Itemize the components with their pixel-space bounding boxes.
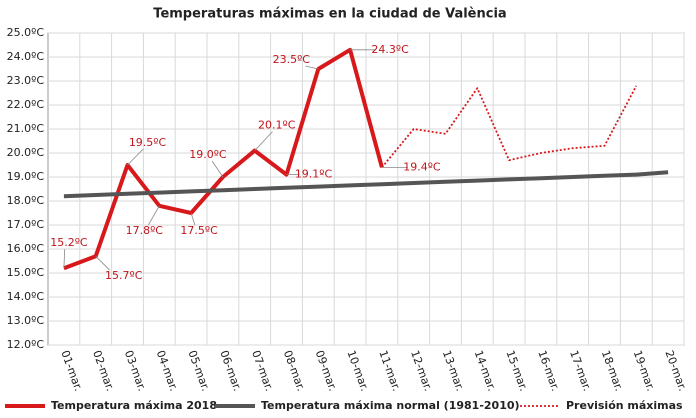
leader-line — [305, 65, 319, 70]
leader-line — [95, 255, 110, 271]
y-tick-label: 21.0ºC — [7, 122, 45, 135]
x-tick-label: 16-mar. — [535, 349, 562, 393]
value-label: 19.1ºC — [295, 168, 333, 181]
y-tick-label: 19.0ºC — [7, 170, 45, 183]
y-tick-label: 13.0ºC — [7, 314, 45, 327]
y-tick-label: 18.0ºC — [7, 194, 45, 207]
value-label: 17.5ºC — [180, 224, 218, 237]
x-tick-label: 17-mar. — [567, 349, 594, 393]
x-tick-label: 04-mar. — [154, 349, 181, 393]
value-label: 20.1ºC — [258, 119, 296, 132]
leader-line — [127, 148, 144, 166]
y-tick-label: 23.0ºC — [7, 74, 45, 87]
x-tick-label: 05-mar. — [185, 349, 212, 393]
y-tick-label: 12.0ºC — [7, 338, 45, 351]
leader-line — [254, 131, 273, 151]
legend-label: Temperatura máxima normal (1981-2010) — [261, 399, 520, 412]
x-tick-label: 01-mar. — [58, 349, 85, 393]
y-tick-label: 20.0ºC — [7, 146, 45, 159]
x-tick-label: 08-mar. — [281, 349, 308, 393]
y-tick-label: 16.0ºC — [7, 242, 45, 255]
x-tick-label: 12-mar. — [408, 349, 435, 393]
leader-line — [211, 160, 224, 178]
x-tick-label: 10-mar. — [344, 349, 371, 393]
legend-label: Temperatura máxima 2018 — [51, 399, 217, 412]
x-tick-label: 14-mar. — [472, 349, 499, 393]
value-label: 19.5ºC — [129, 136, 167, 149]
leader-line — [190, 212, 196, 226]
value-label: 15.2ºC — [50, 236, 88, 249]
value-label: 17.8ºC — [126, 224, 164, 237]
leader-line — [63, 249, 66, 269]
x-tick-label: 09-mar. — [313, 349, 340, 393]
y-tick-label: 15.0ºC — [7, 266, 45, 279]
value-label: 19.4ºC — [403, 160, 441, 173]
x-tick-label: 15-mar. — [503, 349, 530, 393]
x-tick-label: 13-mar. — [440, 349, 467, 393]
value-label: 23.5ºC — [273, 53, 311, 66]
value-label: 24.3ºC — [371, 43, 409, 56]
y-tick-label: 25.0ºC — [7, 26, 45, 39]
series-line — [381, 85, 638, 168]
x-tick-label: 07-mar. — [249, 349, 276, 393]
x-tick-label: 19-mar. — [631, 349, 658, 393]
chart-title: Temperaturas máximas en la ciudad de Val… — [153, 7, 506, 22]
leader-line — [148, 205, 160, 225]
y-tick-label: 17.0ºC — [7, 218, 45, 231]
y-tick-label: 22.0ºC — [7, 98, 45, 111]
y-tick-label: 24.0ºC — [7, 50, 45, 63]
x-tick-label: 02-mar. — [90, 349, 117, 393]
y-tick-label: 14.0ºC — [7, 290, 45, 303]
x-tick-label: 06-mar. — [217, 349, 244, 393]
value-label: 15.7ºC — [105, 269, 143, 282]
x-tick-label: 20-mar. — [662, 349, 689, 393]
value-label: 19.0ºC — [189, 148, 227, 161]
x-tick-label: 11-mar. — [376, 349, 403, 393]
legend-label: Previsión máximas — [566, 399, 683, 412]
x-tick-label: 03-mar. — [122, 349, 149, 393]
x-tick-label: 18-mar. — [599, 349, 626, 393]
series-line — [63, 170, 669, 199]
